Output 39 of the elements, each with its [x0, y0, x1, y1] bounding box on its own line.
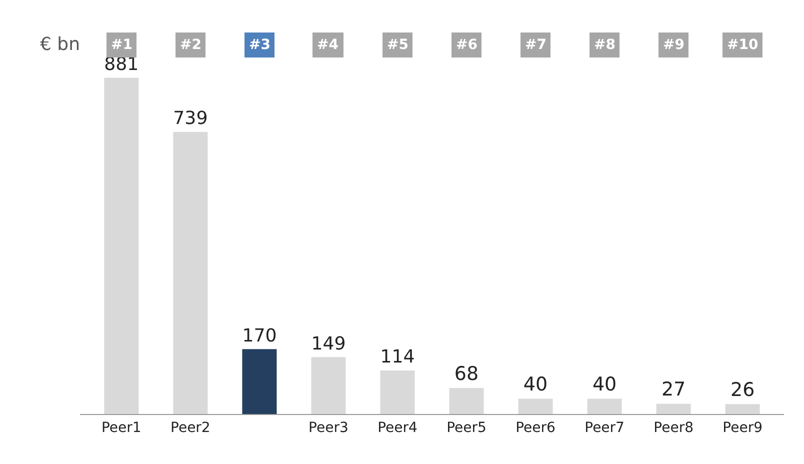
bar	[173, 132, 208, 414]
data-label: 26	[730, 379, 755, 402]
data-label: 27	[661, 378, 686, 401]
bar	[587, 398, 622, 414]
y-axis-title: € bn	[40, 34, 80, 55]
bar	[242, 349, 277, 414]
x-tick-label: Peer1	[101, 420, 142, 436]
text: #10	[727, 37, 758, 53]
text: #6	[456, 37, 478, 53]
text: #1	[111, 37, 132, 53]
text: #5	[387, 37, 408, 53]
bar	[311, 357, 346, 414]
bar	[656, 404, 691, 414]
data-label: 739	[173, 108, 208, 130]
x-tick-label: Peer3	[308, 420, 348, 436]
x-tick-label: Peer9	[722, 420, 763, 436]
data-label: 40	[592, 374, 617, 396]
bar	[104, 78, 139, 414]
text: #8	[594, 37, 616, 53]
data-label: 149	[311, 333, 346, 354]
text: #7	[525, 37, 546, 53]
x-tick-label: Peer4	[378, 420, 418, 436]
x-tick-label: Peer2	[170, 420, 210, 436]
x-tick-label: Peer8	[654, 420, 694, 436]
bar	[380, 370, 415, 414]
text: #4	[317, 37, 339, 53]
x-tick-label: Peer6	[516, 420, 556, 436]
data-label: 40	[523, 374, 548, 396]
data-label: 114	[380, 346, 415, 368]
text: #3	[249, 37, 270, 53]
text: #2	[180, 37, 202, 53]
bar	[725, 404, 760, 414]
x-tick-label: Peer7	[584, 420, 624, 436]
text: #9	[663, 37, 684, 53]
bar	[518, 398, 553, 414]
bar	[449, 388, 484, 414]
x-tick-label: Peer5	[446, 420, 486, 436]
data-label: 68	[454, 363, 479, 386]
data-label: 170	[242, 325, 277, 346]
